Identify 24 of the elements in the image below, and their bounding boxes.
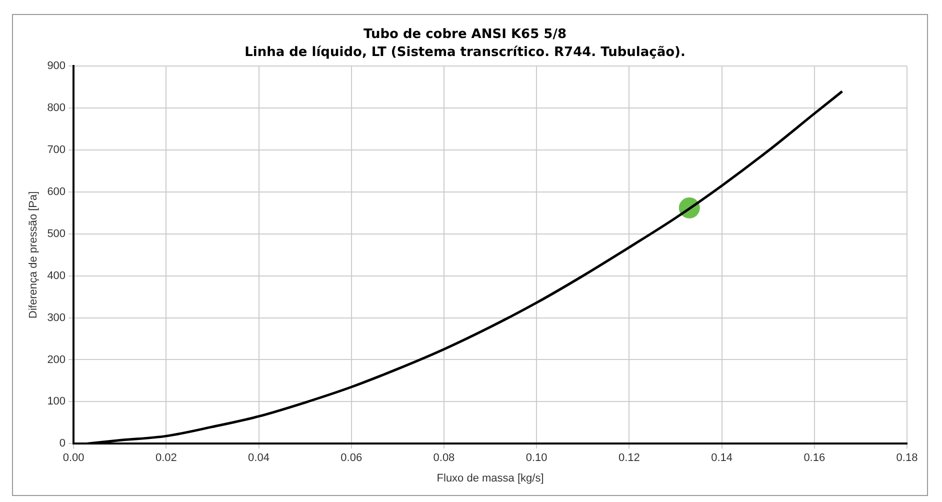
x-tick-label: 0.18 bbox=[896, 452, 918, 464]
y-tick-label: 900 bbox=[47, 60, 66, 72]
x-tick-label: 0.14 bbox=[711, 452, 732, 464]
y-tick-label: 600 bbox=[47, 186, 66, 198]
y-axis-title: Diferença de pressão [Pa] bbox=[28, 191, 40, 318]
y-tick-label: 800 bbox=[47, 102, 66, 114]
x-axis-title: Fluxo de massa [kg/s] bbox=[436, 472, 544, 484]
y-tick-label: 300 bbox=[47, 312, 66, 324]
x-tick-label: 0.02 bbox=[155, 452, 177, 464]
x-tick-label: 0.16 bbox=[804, 452, 826, 464]
x-tick-label: 0.06 bbox=[340, 452, 362, 464]
y-tick-label: 100 bbox=[47, 396, 66, 408]
y-tick-label: 0 bbox=[59, 438, 66, 450]
y-tick-label: 200 bbox=[47, 354, 66, 366]
chart-title: Tubo de cobre ANSI K65 5/8 bbox=[364, 27, 566, 42]
x-tick-label: 0.08 bbox=[433, 452, 455, 464]
x-tick-label: 0.12 bbox=[618, 452, 640, 464]
y-tick-label: 700 bbox=[47, 144, 66, 156]
x-tick-label: 0.00 bbox=[62, 452, 84, 464]
x-tick-label: 0.04 bbox=[248, 452, 270, 464]
x-tick-label: 0.10 bbox=[526, 452, 548, 464]
y-tick-label: 500 bbox=[47, 228, 66, 240]
chart-subtitle: Linha de líquido, LT (Sistema transcrítico. R744. Tubulação). bbox=[244, 44, 686, 60]
y-tick-label: 400 bbox=[47, 270, 66, 282]
